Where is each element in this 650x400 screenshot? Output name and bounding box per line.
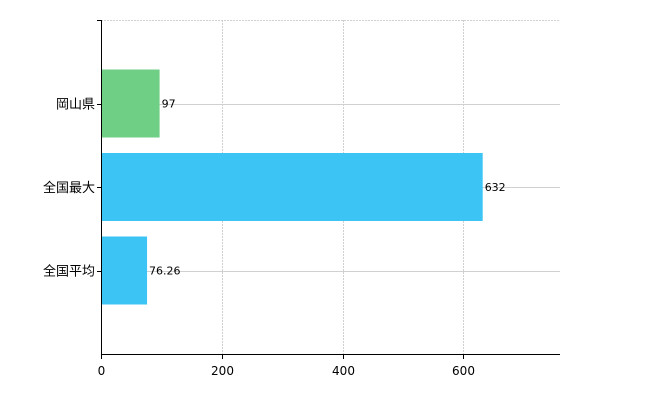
category-label-2: 全国平均 [43, 264, 95, 280]
bar-2 [101, 236, 148, 305]
bar-0 [101, 69, 160, 138]
category-label-1: 全国最大 [43, 180, 95, 196]
axes [97, 20, 560, 359]
bar-1 [101, 153, 483, 221]
data-label-0: 97 [162, 98, 176, 111]
data-label-1: 632 [485, 181, 506, 194]
x-tick-label-0: 0 [98, 364, 106, 378]
bars [101, 69, 483, 305]
x-tick-label-400: 400 [332, 364, 355, 378]
x-tick-label-200: 200 [211, 364, 234, 378]
labels: 97 岡山県 632 全国最大 76.26 全国平均 0 200 400 600 [43, 98, 506, 379]
data-label-2: 76.26 [149, 265, 181, 278]
category-label-0: 岡山県 [56, 98, 95, 113]
x-tick-label-600: 600 [452, 364, 475, 378]
